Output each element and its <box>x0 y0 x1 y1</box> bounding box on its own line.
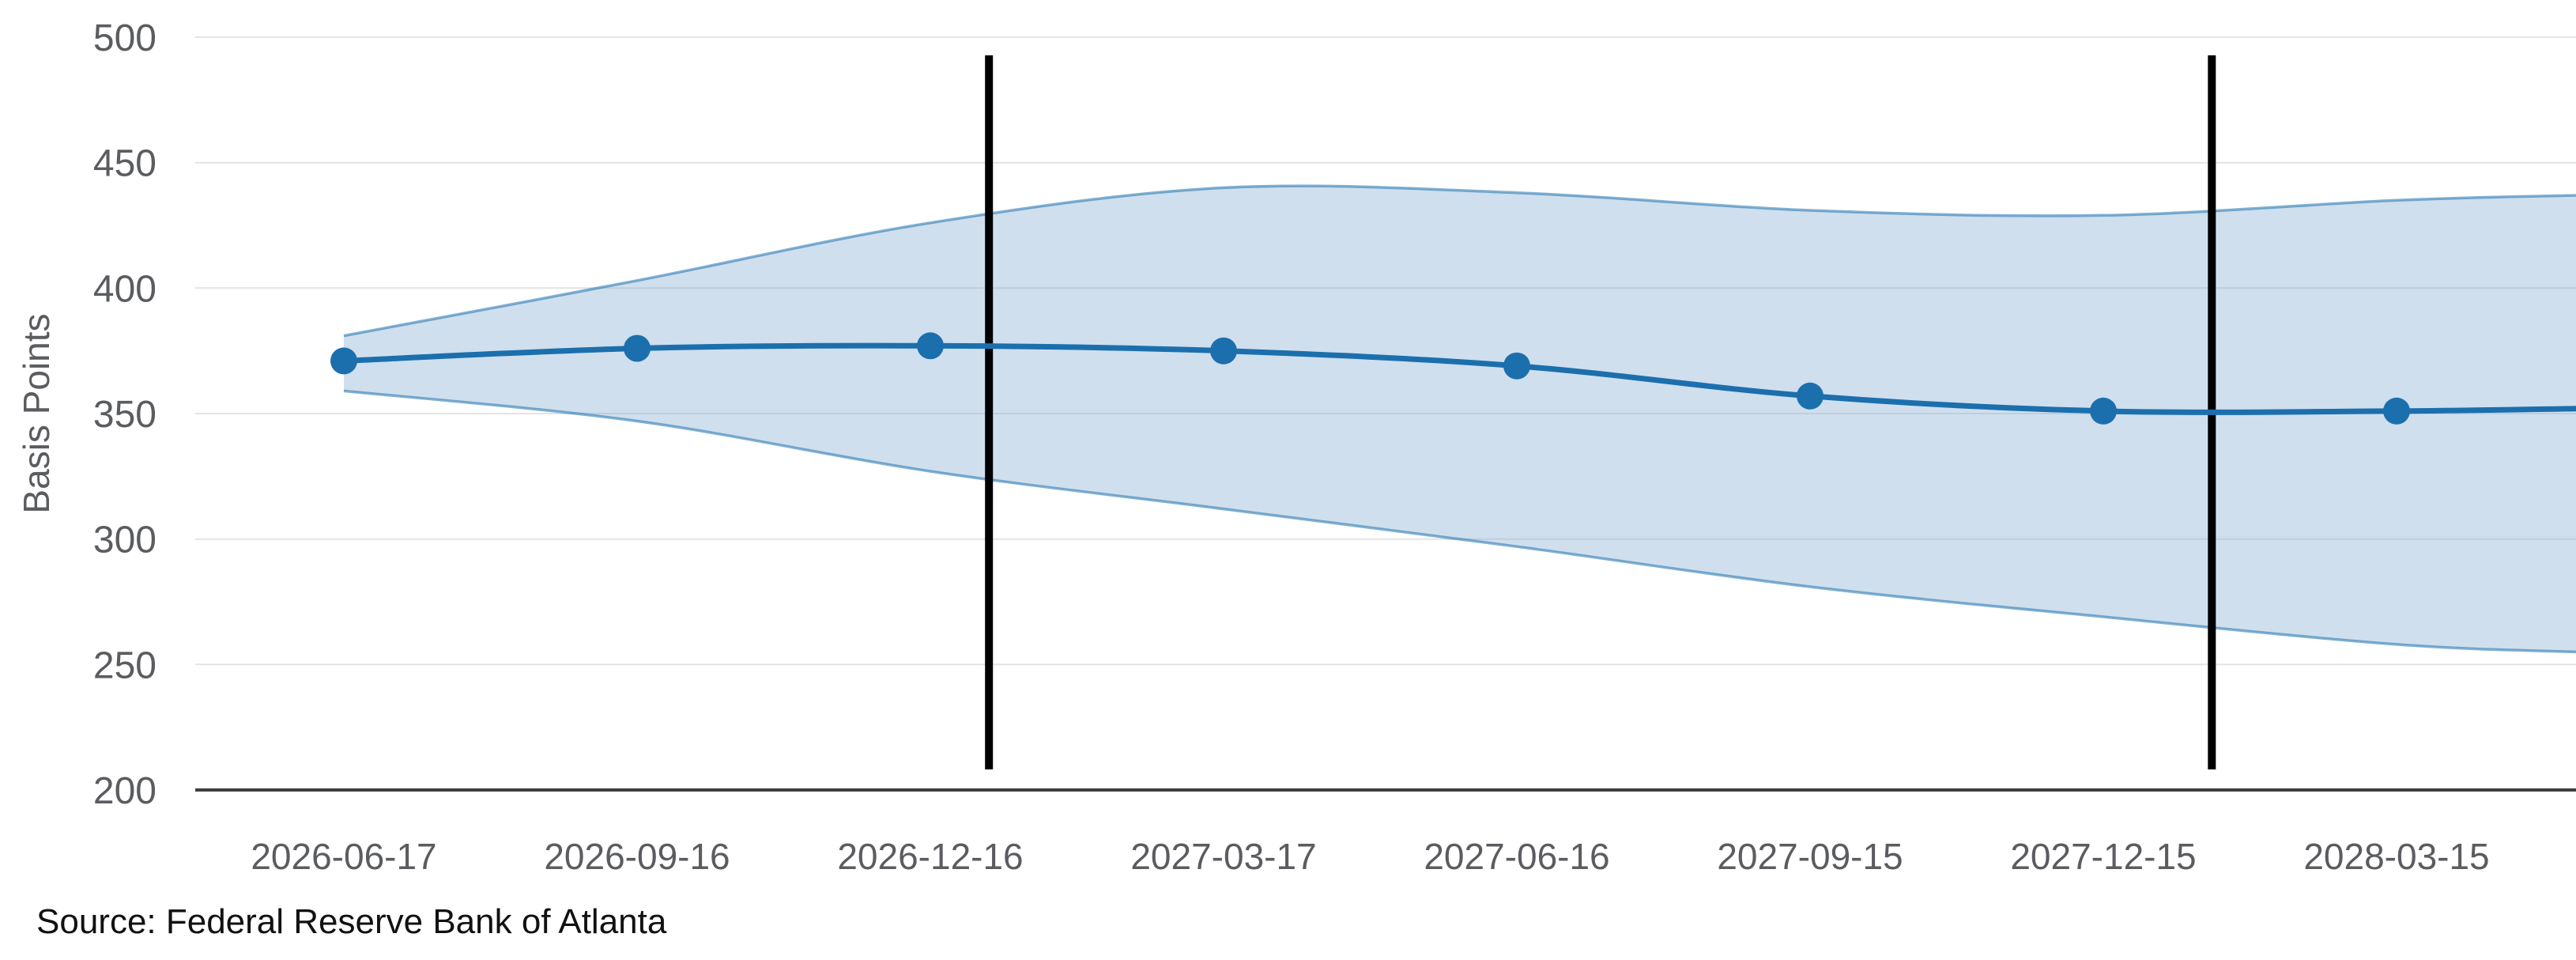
x-axis-tick-labels: 2026-06-17 2026-09-16 2026-12-16 2027-03-17… <box>251 836 2489 877</box>
y-tick-label-500: 500 <box>93 17 157 59</box>
data-point-2027-03-17[interactable] <box>1210 337 1237 365</box>
y-axis-title: Basis Points <box>16 313 57 513</box>
y-tick-label-450: 450 <box>93 143 157 185</box>
data-point-2027-06-16[interactable] <box>1503 352 1530 380</box>
y-tick-label-400: 400 <box>93 268 157 310</box>
x-tick-label-2026-12-16: 2026-12-16 <box>837 836 1023 877</box>
x-tick-label-2027-09-15: 2027-09-15 <box>1717 836 1903 877</box>
probability-band-lower-edge <box>343 389 2576 654</box>
x-tick-label-2028-03-15: 2028-03-15 <box>2303 836 2489 877</box>
x-tick-label-2027-06-16: 2027-06-16 <box>1424 836 1609 877</box>
data-point-2027-12-15[interactable] <box>2090 397 2117 425</box>
y-tick-label-250: 250 <box>93 644 157 686</box>
data-point-2026-06-17[interactable] <box>330 347 357 375</box>
probability-band-fill <box>344 186 2576 652</box>
x-tick-label-2027-12-15: 2027-12-15 <box>2010 836 2196 877</box>
data-point-2028-03-15[interactable] <box>2383 397 2410 425</box>
y-tick-label-200: 200 <box>93 770 157 812</box>
x-tick-label-2027-03-17: 2027-03-17 <box>1130 836 1316 877</box>
y-tick-label-300: 300 <box>93 520 157 561</box>
x-tick-label-2026-09-16: 2026-09-16 <box>544 836 730 877</box>
median-line-series <box>330 332 2576 425</box>
x-tick-label-2026-06-17: 2026-06-17 <box>251 836 436 877</box>
y-tick-label-350: 350 <box>93 394 157 436</box>
data-point-2026-12-16[interactable] <box>917 332 944 360</box>
median-line <box>341 342 2576 415</box>
y-axis-tick-labels: 200 250 300 350 400 450 500 <box>93 17 157 812</box>
source-note: Source: Federal Reserve Bank of Atlanta <box>36 902 667 941</box>
probability-band-upper-edge <box>343 184 2576 338</box>
data-point-2026-09-16[interactable] <box>624 334 651 362</box>
probability-band <box>343 184 2576 654</box>
data-point-2027-09-15[interactable] <box>1797 382 1824 410</box>
gridlines <box>195 36 2576 792</box>
